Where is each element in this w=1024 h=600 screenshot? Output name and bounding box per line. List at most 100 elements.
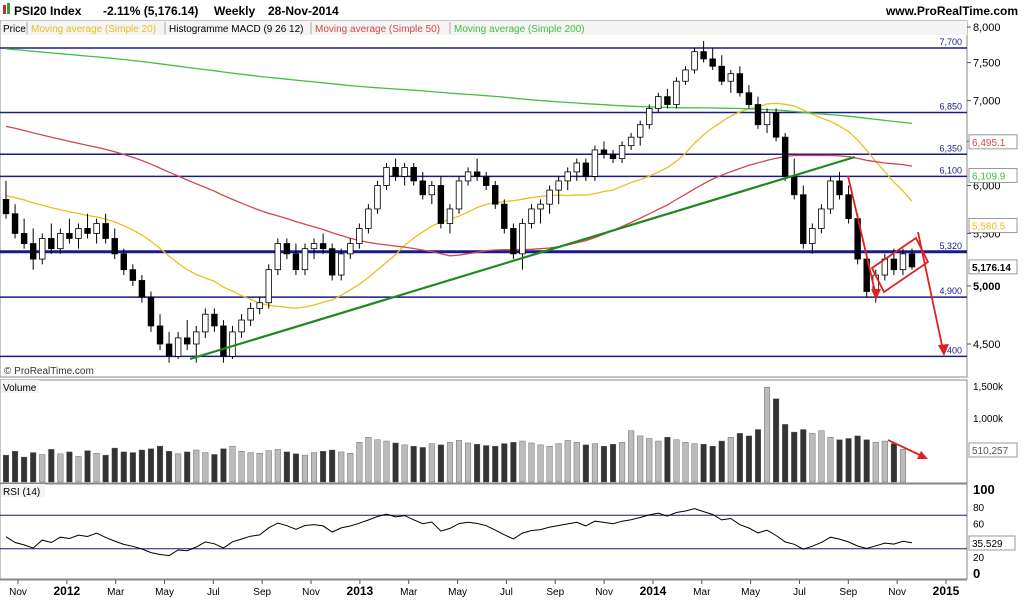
candle-body [528, 208, 535, 224]
volume-bar [320, 451, 327, 483]
candle-body [274, 243, 282, 271]
volume-bar [102, 454, 109, 483]
rsi-tick-5: 0 [973, 566, 980, 581]
candle-body [138, 280, 146, 298]
level-label-4: 5,320 [939, 241, 962, 251]
volume-bar [582, 444, 589, 483]
x-tick-14: Mar [693, 587, 711, 598]
candle-body [11, 213, 19, 234]
candle-body [301, 248, 309, 271]
candle-body [890, 258, 898, 271]
candle-body [718, 65, 725, 82]
candle-body [763, 112, 771, 126]
volume-bar [519, 440, 526, 483]
volume-bar [84, 450, 91, 483]
volume-bar [745, 435, 752, 483]
price-panel [0, 20, 968, 378]
candle-body [836, 180, 843, 196]
badge-box-1 [968, 167, 1018, 183]
candle-body [691, 51, 698, 71]
volume-bar [655, 440, 662, 483]
price-tick-4: 6,000 [973, 181, 1001, 193]
candle-body [283, 243, 291, 255]
volume-title: Volume [3, 383, 37, 394]
volume-bar [501, 443, 508, 483]
candle-body [655, 96, 662, 109]
x-tick-18: Nov [888, 587, 906, 598]
candle-body [66, 233, 73, 239]
volume-bar [727, 437, 734, 483]
candle-body [319, 243, 327, 250]
badge-box-2 [968, 217, 1018, 233]
volume-bar [437, 444, 444, 483]
candle-body [93, 223, 100, 234]
candle-body [446, 208, 454, 224]
volume-bar [120, 451, 127, 483]
candle-body [437, 185, 445, 224]
volume-bar [211, 454, 218, 483]
volume-last-value: 510,257 [972, 446, 1009, 457]
arrow-head-1 [871, 289, 881, 300]
rsi-title: RSI (14) [3, 487, 40, 498]
candle-body [700, 51, 707, 60]
x-tick-6: Nov [302, 587, 320, 598]
rsi-lines [0, 508, 967, 557]
candle-body [573, 162, 580, 173]
candle-body [111, 238, 118, 255]
legend-row: Price Moving average (Simple 20) Histogr… [1, 21, 967, 35]
volume-bar [591, 443, 598, 483]
candle-body [636, 124, 644, 138]
legend-macd: Histogramme MACD (9 26 12) [169, 24, 303, 35]
volume-bar [356, 442, 363, 483]
candle-body [428, 185, 436, 196]
rsi-tick-1: 80 [973, 503, 985, 514]
candle-body [193, 331, 200, 345]
candle-body [211, 313, 218, 327]
volume-bar [265, 450, 272, 483]
candle-body [582, 162, 590, 177]
volume-bar [682, 442, 689, 483]
candle-body [120, 253, 127, 271]
candle-body [537, 203, 544, 210]
volume-bar [673, 439, 680, 483]
arrow-head-2 [938, 344, 949, 356]
badge-label-1: 6,109.9 [972, 171, 1006, 182]
x-tick-8: Mar [400, 587, 418, 598]
volume-bar [528, 442, 535, 483]
candle-body [383, 167, 390, 186]
candle-body [39, 238, 46, 260]
volume-bar [39, 454, 46, 483]
volume-bar [465, 442, 472, 483]
header-symbol: PSI20 Index [14, 4, 82, 18]
level-label-2: 6,350 [939, 143, 962, 153]
volume-bar [718, 440, 725, 483]
volume-bar [111, 447, 118, 483]
volume-bar [555, 443, 562, 483]
candle-body [673, 80, 680, 105]
candle-body [238, 319, 245, 333]
candle-body [48, 238, 55, 250]
volume-bar [365, 437, 372, 483]
candle-body [374, 185, 381, 210]
candle-body [772, 112, 780, 138]
candle-body [365, 208, 372, 229]
volume-bar [220, 448, 227, 483]
volume-bar [256, 453, 263, 483]
volume-bar [392, 442, 399, 483]
volume-bar [2, 454, 10, 483]
volume-bar [202, 452, 209, 483]
badge-label-2: 5,580.5 [972, 221, 1006, 232]
candle-body [455, 180, 463, 210]
candle-body [419, 180, 426, 196]
legend-price: Price [3, 24, 26, 35]
candle-body [781, 136, 789, 177]
volume-bar [419, 447, 426, 483]
volume-bar [754, 429, 761, 483]
volume-bar [709, 445, 716, 483]
level-label-3: 6,100 [939, 165, 962, 175]
volume-bar [564, 440, 571, 483]
volume-bar [483, 445, 490, 483]
candle-body [347, 243, 354, 255]
volume-bar [229, 445, 236, 483]
